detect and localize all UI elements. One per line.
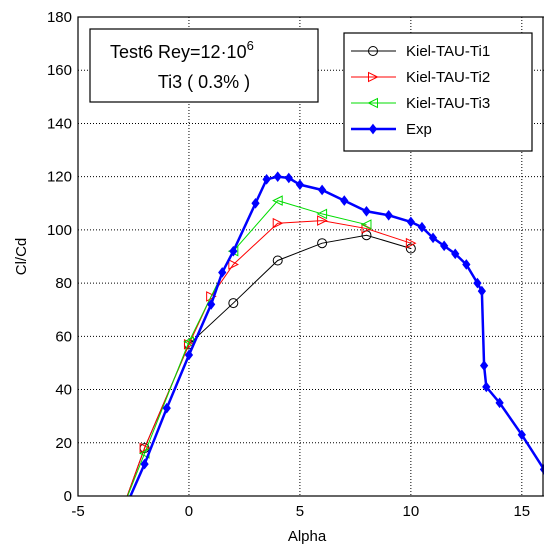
series-line xyxy=(126,220,412,496)
data-point xyxy=(384,209,393,221)
data-point xyxy=(360,219,372,230)
data-point xyxy=(428,232,438,244)
legend-frame xyxy=(343,32,533,152)
y-tick-label: 140 xyxy=(47,115,72,132)
data-point xyxy=(229,245,238,257)
plot-frame xyxy=(77,16,544,497)
x-tick-label: 10 xyxy=(403,503,420,520)
series-kiel-tau-ti3 xyxy=(118,195,372,514)
y-tick-label: 100 xyxy=(47,222,72,239)
y-tick-label: 60 xyxy=(55,328,72,345)
data-point xyxy=(451,248,460,260)
data-point xyxy=(139,442,151,454)
data-point xyxy=(272,195,283,206)
data-point xyxy=(121,505,128,514)
data-point xyxy=(417,221,427,233)
data-point xyxy=(317,184,327,196)
legend-label: Kiel-TAU-Ti1 xyxy=(406,43,490,60)
y-axis-label: Cl/Cd xyxy=(13,238,30,276)
data-point xyxy=(317,215,328,226)
data-point xyxy=(405,243,416,254)
x-axis-label: Alpha xyxy=(288,528,327,545)
data-point xyxy=(482,381,491,393)
data-point xyxy=(228,259,239,270)
series-kiel-tau-ti2 xyxy=(118,215,417,514)
data-point xyxy=(405,237,417,249)
data-point xyxy=(479,360,489,371)
data-point xyxy=(368,71,379,83)
data-point xyxy=(118,505,127,514)
legend-entry: Exp xyxy=(351,121,432,138)
annotation-frame xyxy=(89,28,319,103)
data-point xyxy=(362,205,371,217)
data-point xyxy=(316,208,328,220)
y-tick-label: 160 xyxy=(47,62,72,79)
data-point xyxy=(517,429,526,441)
y-tick-label: 0 xyxy=(64,488,72,505)
data-point xyxy=(406,216,415,228)
annotation-line1: Test6 Rey=12·106 xyxy=(110,38,254,62)
data-point xyxy=(440,240,449,252)
x-tick-label: 5 xyxy=(296,503,304,520)
data-point xyxy=(206,291,217,302)
data-point xyxy=(495,397,504,409)
data-point xyxy=(317,238,328,249)
data-point xyxy=(118,505,127,514)
data-point xyxy=(184,349,194,361)
data-point xyxy=(272,255,283,266)
data-point xyxy=(284,172,293,184)
data-point xyxy=(118,505,127,514)
annotation-box: Test6 Rey=12·106 Ti3 ( 0.3% ) xyxy=(89,28,319,103)
y-tick-label: 40 xyxy=(55,382,72,399)
data-point xyxy=(262,174,271,185)
data-point xyxy=(473,277,482,289)
data-point xyxy=(140,458,149,470)
legend-label: Exp xyxy=(406,121,432,138)
legend-label: Kiel-TAU-Ti3 xyxy=(406,95,490,112)
x-tick-label: 0 xyxy=(185,503,193,520)
data-point xyxy=(477,285,487,297)
series-kiel-tau-ti1 xyxy=(118,230,416,514)
legend-entry: Kiel-TAU-Ti1 xyxy=(351,43,490,60)
y-tick-label: 120 xyxy=(47,169,72,186)
annotation-line2: Ti3 ( 0.3% ) xyxy=(158,72,250,92)
data-point xyxy=(273,171,282,182)
legend-entry: Kiel-TAU-Ti2 xyxy=(351,69,490,86)
data-point xyxy=(207,299,216,310)
data-point xyxy=(368,46,378,56)
data-point xyxy=(295,179,305,190)
legend-label: Kiel-TAU-Ti2 xyxy=(406,69,490,86)
data-point xyxy=(272,217,284,229)
data-point xyxy=(228,298,239,309)
data-point xyxy=(367,97,378,109)
y-tick-label: 80 xyxy=(55,275,72,292)
x-tick-label: 15 xyxy=(513,503,530,520)
data-point xyxy=(218,267,227,278)
data-point xyxy=(162,402,171,414)
series-line xyxy=(126,234,412,496)
data-point xyxy=(251,197,260,209)
x-tick-label: -5 xyxy=(71,503,84,520)
legend: Kiel-TAU-Ti1 Kiel-TAU-Ti2 Kiel-TAU-Ti3 Exp xyxy=(343,32,533,152)
data-point xyxy=(340,195,349,206)
legend-entry: Kiel-TAU-Ti3 xyxy=(351,95,490,112)
series-layer xyxy=(118,171,544,514)
data-point xyxy=(368,123,378,135)
data-point xyxy=(462,259,471,270)
series-line xyxy=(127,200,367,496)
y-tick-label: 180 xyxy=(47,9,72,26)
y-tick-label: 20 xyxy=(55,435,72,452)
